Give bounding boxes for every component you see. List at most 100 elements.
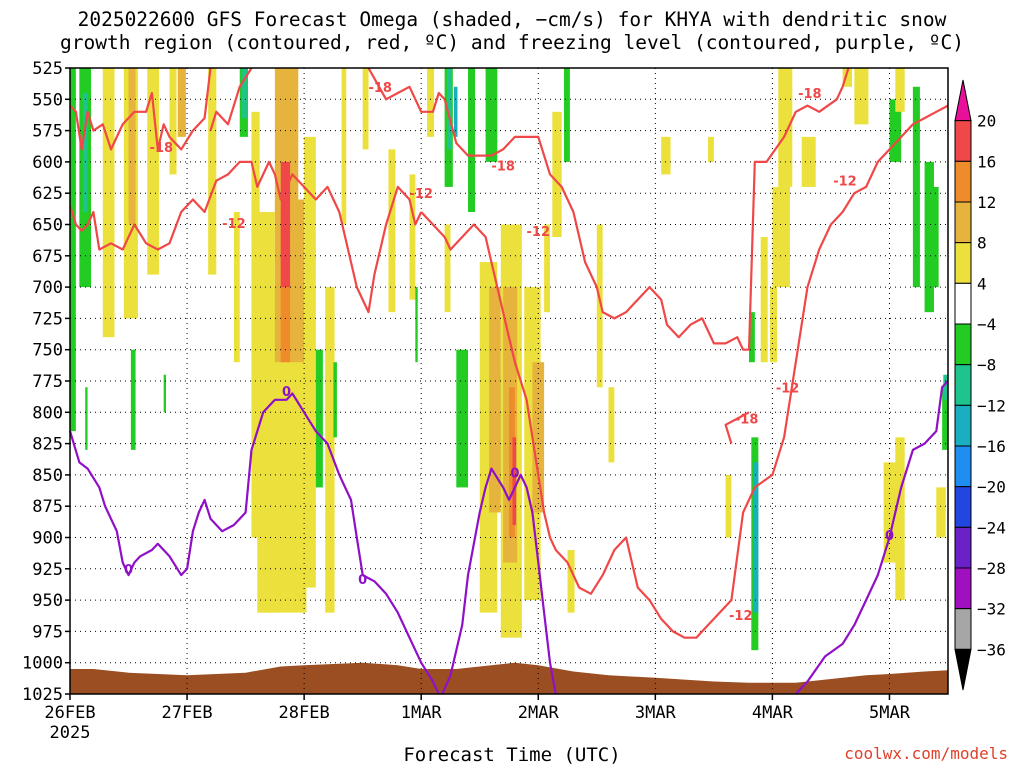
colorbar-label: 20 [977, 112, 996, 131]
colorbar-band [954, 526, 972, 569]
omega-cell [147, 68, 159, 275]
contour-line [794, 380, 949, 695]
contour-label: -12 [833, 175, 857, 190]
contour-line [209, 67, 253, 131]
colorbar-label: −28 [977, 559, 1006, 578]
omega-cell [427, 68, 435, 137]
omega-cell [446, 68, 452, 150]
omega-cell [760, 237, 768, 363]
omega-cell [943, 374, 948, 400]
colorbar-label: −12 [977, 396, 1006, 415]
y-tick-label: 600 [32, 153, 63, 173]
y-tick-label: 525 [32, 59, 63, 79]
omega-cell [596, 224, 603, 388]
x-tick-label: 2MAR [518, 703, 560, 723]
colorbar-band [954, 120, 972, 162]
omega-cell [509, 387, 515, 538]
chart-title-line-2: growth region (contoured, red, ºC) and f… [60, 31, 964, 54]
colorbar-top-cap [954, 79, 972, 122]
credit-link[interactable]: coolwx.com/models [844, 744, 1008, 763]
colorbar-label: −36 [977, 640, 1006, 659]
omega-cell [938, 487, 946, 513]
colorbar: 20 16 12 8 4 −4 −8 −12 −16 −20 −24 −28 −32 −36 [954, 79, 1006, 691]
omega-cell [468, 68, 476, 212]
contour-line [68, 392, 440, 695]
omega-cell [748, 312, 755, 363]
colorbar-band [954, 404, 972, 447]
y-tick-label: 625 [32, 184, 63, 204]
omega-cell [233, 211, 240, 363]
colorbar-label: −16 [977, 437, 1006, 456]
contour-label: -12 [776, 381, 800, 396]
contour-label: -12 [222, 217, 246, 232]
x-axis-label: Forecast Time (UTC) [403, 744, 621, 766]
omega-cell [208, 68, 217, 275]
omega-cell [854, 68, 869, 125]
colorbar-label: −4 [977, 315, 996, 334]
omega-cell [801, 136, 816, 187]
omega-cell [564, 68, 570, 162]
colorbar-label: 12 [977, 193, 996, 212]
colorbar-band [954, 486, 972, 528]
omega-cell [725, 474, 732, 538]
y-tick-label: 850 [32, 466, 63, 486]
chart-title-line-1: 2025022600 GFS Forecast Omega (shaded, −… [77, 8, 947, 31]
contour-lines [68, 67, 949, 695]
omega-cell [485, 68, 498, 162]
y-tick-label: 550 [32, 90, 63, 110]
colorbar-band [954, 242, 972, 284]
omega-cell [708, 136, 714, 162]
y-tick-label: 725 [32, 309, 63, 329]
y-tick-label: 800 [32, 403, 63, 423]
omega-cell [163, 374, 166, 413]
omega-cell [883, 462, 898, 563]
terrain-area [70, 662, 948, 694]
omega-cell [753, 462, 759, 613]
omega-cell [772, 186, 790, 288]
y-tick-label: 825 [32, 435, 63, 455]
terrain-fill [70, 662, 948, 694]
omega-cell [453, 86, 458, 137]
omega-cell [102, 68, 115, 338]
y-tick-label: 925 [32, 560, 63, 580]
omega-cell [409, 174, 416, 300]
colorbar-band [954, 445, 972, 488]
contour-label: 0 [358, 573, 367, 588]
colorbar-label: −24 [977, 518, 1006, 537]
omega-shading [70, 68, 948, 651]
y-tick-label: 575 [32, 122, 63, 142]
y-tick-label: 900 [32, 529, 63, 549]
contour-line [68, 160, 423, 314]
omega-cell [341, 68, 347, 225]
omega-cell [128, 68, 136, 225]
contour-label: -18 [798, 87, 822, 102]
contour-line [441, 467, 557, 695]
omega-cell [130, 349, 136, 450]
contour-line [367, 67, 850, 351]
x-tick-label: 4MAR [752, 703, 794, 723]
contour-line [69, 67, 212, 151]
omega-cell [661, 136, 671, 175]
contour-label: -12 [527, 225, 551, 240]
omega-cell [552, 111, 562, 238]
omega-cell [242, 68, 247, 119]
y-tick-label: 950 [32, 591, 63, 611]
omega-cell [362, 68, 369, 150]
y-tick-label: 675 [32, 247, 63, 267]
y-tick-label: 1025 [22, 685, 63, 705]
contour-label: 0 [510, 466, 519, 481]
omega-cell [924, 161, 934, 313]
contour-label: 0 [282, 385, 291, 400]
omega-cell [770, 287, 778, 363]
x-tick-label: 1MAR [401, 703, 443, 723]
y-tick-label: 700 [32, 278, 63, 298]
colorbar-band [954, 364, 972, 406]
contour-label: 0 [885, 529, 894, 544]
x-tick-label: 28FEB [279, 703, 330, 723]
omega-cell [931, 186, 939, 288]
contour-label: -18 [735, 413, 759, 428]
y-tick-label: 975 [32, 622, 63, 642]
omega-cell [608, 387, 615, 463]
